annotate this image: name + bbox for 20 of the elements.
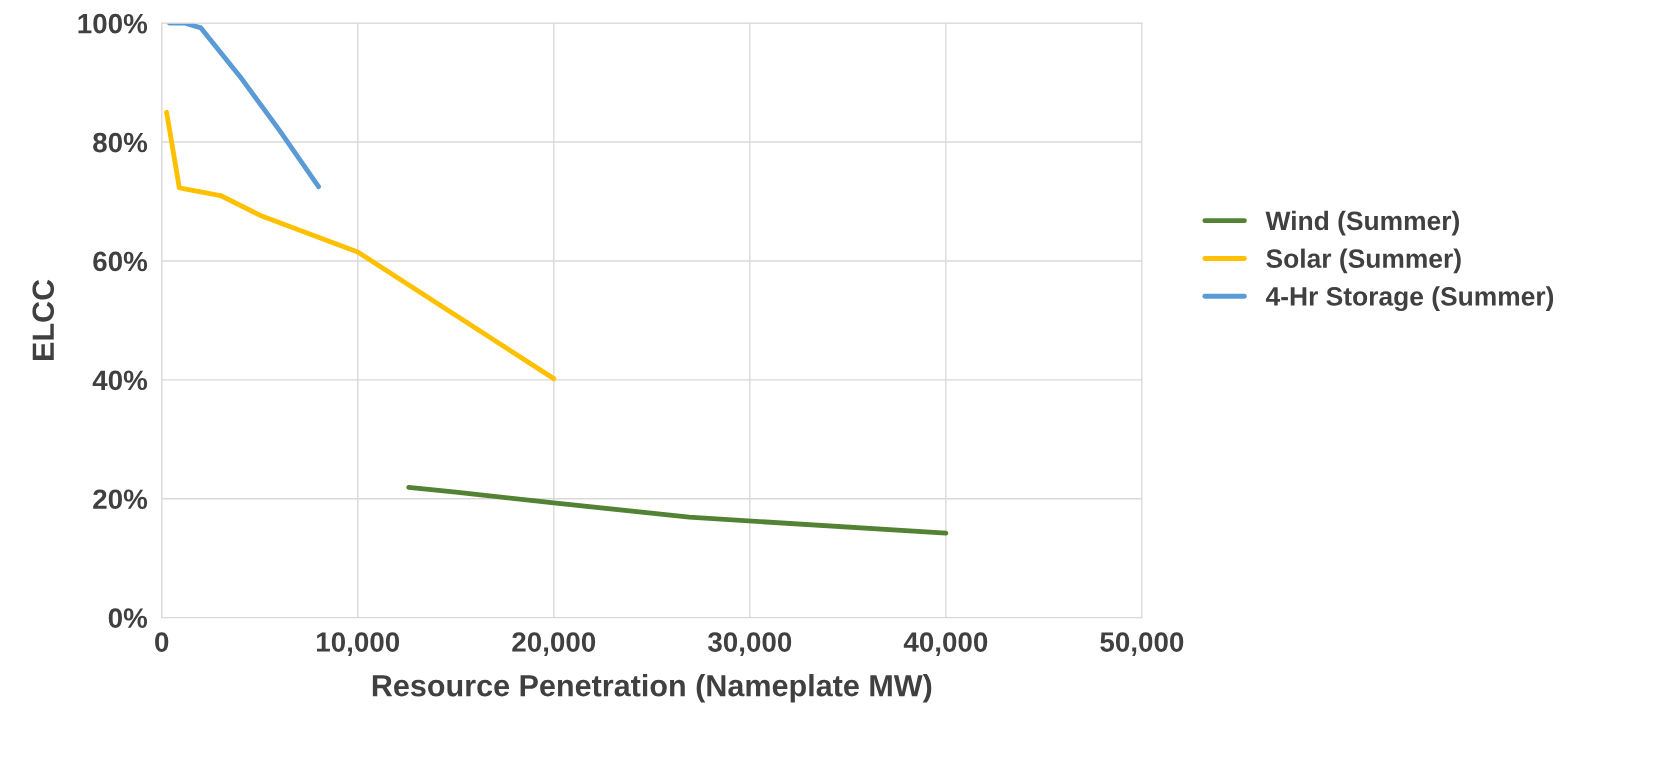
y-tick-label: 100%	[78, 13, 148, 34]
y-axis-title: ELCC	[32, 279, 55, 360]
y-tick-label: 20%	[93, 489, 148, 510]
legend-label: 4-Hr Storage (Summer)	[1265, 286, 1554, 312]
x-tick-label: 30,000	[707, 632, 792, 656]
x-tick-label: 50,000	[1100, 632, 1184, 656]
y-tick-label: 0%	[108, 608, 148, 628]
y-tick-label: 40%	[92, 370, 148, 391]
line-series	[167, 23, 321, 190]
x-tick-label: 0	[155, 632, 169, 652]
legend-label: Solar (Summer)	[1266, 248, 1461, 274]
legend-label: Wind (Summer)	[1265, 210, 1459, 236]
x-axis-title: Resource Penetration (Nameplate MW)	[372, 674, 932, 703]
y-tick-label: 60%	[93, 251, 148, 272]
y-tick-label: 80%	[93, 132, 148, 153]
x-tick-label: 40,000	[903, 632, 988, 656]
x-tick-label: 20,000	[512, 632, 596, 656]
x-tick-label: 10,000	[317, 632, 400, 656]
line-series	[406, 484, 949, 536]
line-series	[164, 109, 557, 382]
